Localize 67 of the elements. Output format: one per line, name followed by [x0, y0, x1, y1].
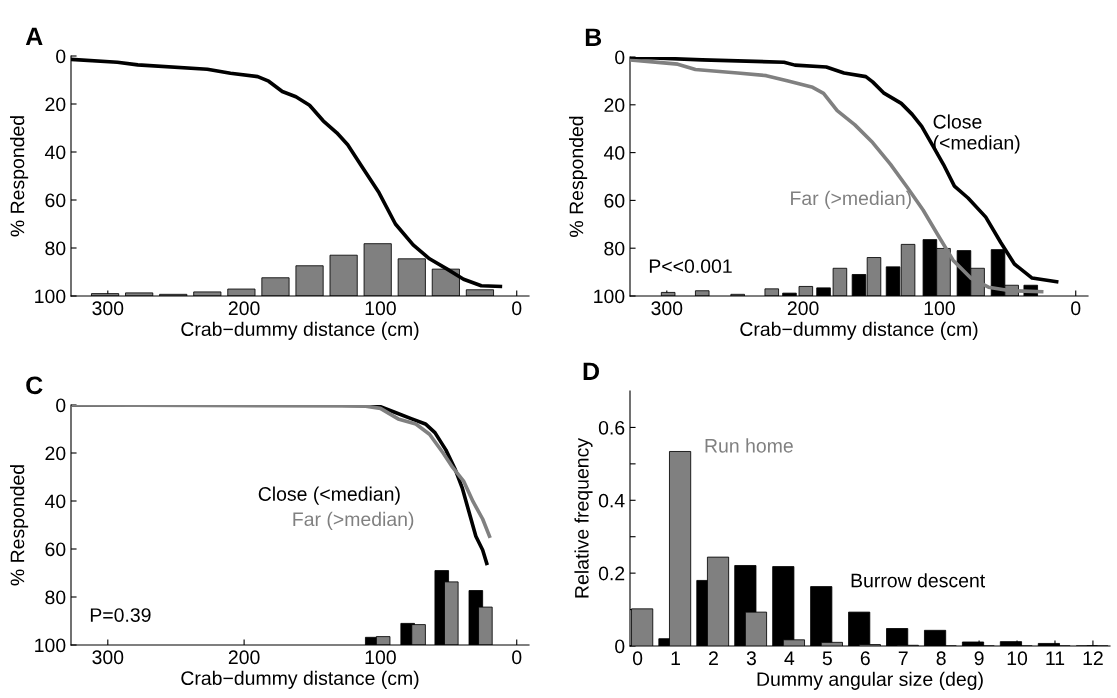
chart-title: A: [25, 27, 43, 45]
x-tick-label: 1: [671, 651, 680, 665]
x-tick-label: 300: [92, 301, 124, 316]
y-axis-title: Relative frequency: [574, 438, 593, 598]
text: Far (>median): [293, 511, 414, 530]
x-axis-title: Crab−dummy distance (cm): [181, 321, 419, 340]
y-tick-label: 100: [35, 289, 66, 304]
series-label: Close (<median): [933, 114, 1020, 154]
x-tick-label: 200: [228, 301, 260, 316]
y-tick-label: 60: [45, 193, 66, 208]
x-tick-label: 6: [860, 651, 870, 666]
y-tick-label: 80: [45, 590, 66, 605]
chart-title: C: [26, 376, 43, 395]
x-tick-label: 200: [228, 650, 260, 665]
x-tick-label: 2: [709, 651, 718, 665]
y-tick-label: 80: [604, 241, 625, 256]
y-tick-label: 100: [594, 289, 625, 304]
y-tick-label: 60: [604, 193, 625, 208]
x-tick-label: 0: [1071, 301, 1081, 316]
chart-title: B: [585, 28, 602, 46]
x-tick-label: 11: [1046, 651, 1065, 665]
y-axis-title: % Responded: [10, 465, 29, 586]
y-tick-label: 0: [56, 49, 66, 64]
x-tick-label: 4: [784, 651, 795, 665]
annotation: P=0.39: [90, 608, 151, 622]
x-tick-label: 100: [924, 301, 955, 316]
x-tick-label: 100: [365, 650, 396, 665]
x-tick-label: 300: [651, 301, 683, 316]
y-tick-label: 0.4: [598, 493, 625, 508]
x-tick-label: 100: [365, 301, 396, 316]
y-tick-label: 0.6: [598, 420, 625, 435]
series-label: Burrow descent: [851, 573, 986, 588]
y-tick-label: 0: [615, 639, 625, 654]
chart-title: D: [583, 362, 599, 380]
y-tick-label: 20: [604, 98, 625, 113]
x-tick-label: 7: [898, 651, 908, 665]
annotation: P<<0.001: [649, 259, 732, 274]
y-tick-label: 20: [45, 97, 66, 112]
x-tick-label: 3: [746, 651, 756, 666]
x-tick-label: 0: [632, 651, 643, 666]
x-tick-label: 10: [1007, 651, 1028, 666]
y-tick-label: 20: [45, 446, 66, 461]
y-axis-title: % Responded: [569, 116, 588, 237]
y-axis-title: % Responded: [10, 116, 29, 237]
y-tick-label: 60: [45, 542, 66, 557]
x-axis-title: Crab−dummy distance (cm): [740, 321, 978, 340]
x-tick-label: 0: [512, 650, 522, 665]
x-axis-title: Crab−dummy distance (cm): [181, 670, 419, 689]
y-tick-label: 0: [615, 50, 625, 65]
x-tick-label: 9: [974, 651, 984, 666]
y-tick-label: 0.2: [598, 566, 625, 581]
x-tick-label: 200: [787, 301, 819, 316]
y-tick-label: 80: [45, 241, 66, 256]
y-tick-label: 40: [44, 494, 66, 509]
x-tick-label: 300: [92, 650, 124, 665]
y-tick-label: 100: [35, 638, 66, 653]
y-tick-label: 40: [44, 145, 66, 160]
x-tick-label: 5: [822, 651, 832, 666]
x-axis-title: Dummy angular size (deg): [757, 671, 983, 690]
series-label: Far (>median): [791, 190, 911, 209]
x-tick-label: 0: [512, 301, 522, 316]
x-tick-label: 8: [936, 651, 946, 666]
y-tick-label: 40: [603, 146, 625, 160]
series-label: Run home: [705, 438, 793, 453]
y-tick-label: 0: [56, 398, 66, 413]
text: Close (<median): [258, 486, 400, 505]
x-tick-label: 12: [1083, 651, 1103, 665]
